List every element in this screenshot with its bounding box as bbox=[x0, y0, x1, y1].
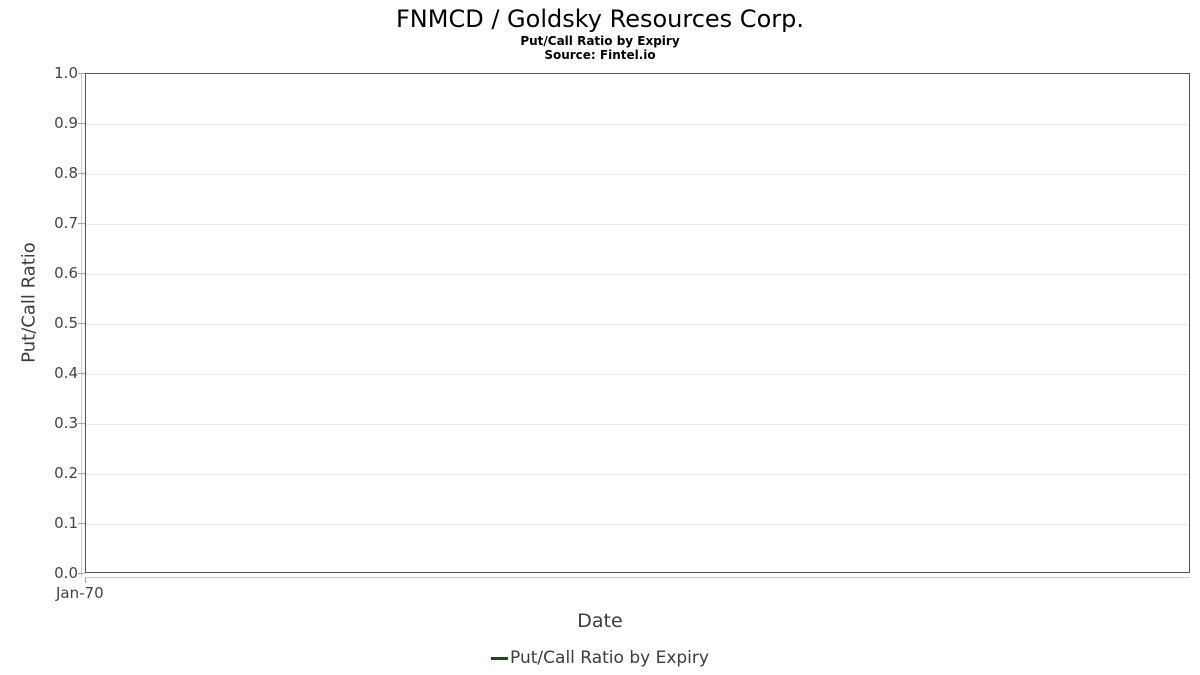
y-axis-title: Put/Call Ratio bbox=[18, 242, 40, 363]
plot-area bbox=[85, 73, 1190, 573]
x-axis-tick-label: Jan-70 bbox=[56, 584, 104, 602]
y-axis-tick-label: 0.4 bbox=[54, 364, 78, 382]
y-axis-tick-label: 0.5 bbox=[54, 314, 78, 332]
y-axis-tick-mark bbox=[78, 523, 85, 524]
chart-legend: Put/Call Ratio by Expiry bbox=[0, 648, 1200, 668]
y-axis-tick-mark bbox=[78, 173, 85, 174]
gridline bbox=[86, 424, 1189, 425]
gridline bbox=[86, 324, 1189, 325]
y-axis-tick-mark bbox=[78, 273, 85, 274]
y-axis-tick-mark bbox=[78, 423, 85, 424]
y-axis-tick-mark bbox=[78, 373, 85, 374]
gridline bbox=[86, 374, 1189, 375]
y-axis-tick-mark bbox=[78, 123, 85, 124]
y-axis-tick-mark bbox=[78, 473, 85, 474]
y-axis-tick-label: 0.2 bbox=[54, 464, 78, 482]
x-axis-tick-mark bbox=[85, 577, 86, 583]
legend-line-icon bbox=[491, 656, 509, 660]
y-axis-tick-label: 0.8 bbox=[54, 164, 78, 182]
y-axis-tick-label: 0.6 bbox=[54, 264, 78, 282]
page-title: FNMCD / Goldsky Resources Corp. bbox=[396, 5, 804, 33]
y-axis-tick-mark bbox=[78, 573, 85, 574]
y-axis-tick-mark bbox=[78, 323, 85, 324]
y-axis-tick-label: 0.3 bbox=[54, 414, 78, 432]
y-axis-ticks: 1.0 0.9 0.8 0.7 0.6 0.5 0.4 0.3 0.2 0.1 0.0 bbox=[0, 0, 78, 675]
y-axis-tick-label: 0.9 bbox=[54, 114, 78, 132]
x-axis-title: Date bbox=[577, 610, 623, 632]
y-axis-tick-mark bbox=[78, 223, 85, 224]
gridline bbox=[86, 274, 1189, 275]
chart-title-block: FNMCD / Goldsky Resources Corp. Put/Call… bbox=[0, 0, 1200, 62]
legend-item-label: Put/Call Ratio by Expiry bbox=[510, 648, 709, 668]
y-axis-tick-label: 0.7 bbox=[54, 214, 78, 232]
y-axis-spine bbox=[81, 73, 82, 577]
y-axis-tick-label: 0.0 bbox=[54, 564, 78, 582]
plot-canvas bbox=[86, 74, 1189, 572]
gridline bbox=[86, 524, 1189, 525]
y-axis-tick-label: 0.1 bbox=[54, 514, 78, 532]
x-axis-spine bbox=[85, 577, 1190, 578]
chart-subtitle: Put/Call Ratio by Expiry bbox=[520, 34, 680, 48]
legend-item[interactable]: Put/Call Ratio by Expiry bbox=[491, 648, 709, 668]
chart-source-label: Source: Fintel.io bbox=[544, 48, 656, 62]
gridline bbox=[86, 224, 1189, 225]
gridline bbox=[86, 474, 1189, 475]
gridline bbox=[86, 174, 1189, 175]
y-axis-tick-mark bbox=[78, 73, 85, 74]
gridline bbox=[86, 124, 1189, 125]
y-axis-tick-label: 1.0 bbox=[54, 64, 78, 82]
